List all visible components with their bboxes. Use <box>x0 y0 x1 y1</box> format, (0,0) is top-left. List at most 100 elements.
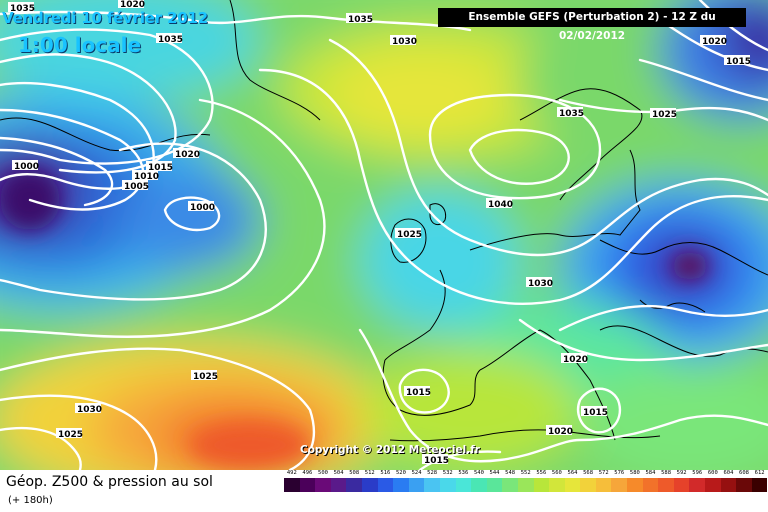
forecast-date: Vendredi 10 février 2012 <box>2 9 208 27</box>
scale-swatch <box>595 478 612 492</box>
scale-label: 544 <box>489 470 500 476</box>
scale-swatch <box>564 478 581 492</box>
isobar-label: 1000 <box>190 203 215 213</box>
isobar-label: 1035 <box>348 15 373 25</box>
scale-swatch <box>330 478 347 492</box>
scale-swatch <box>346 478 362 492</box>
scale-label: 520 <box>395 470 406 476</box>
scale-label: 612 <box>754 470 765 476</box>
scale-swatch <box>424 478 440 492</box>
isobar-label: 1025 <box>652 110 677 120</box>
scale-swatch <box>408 478 425 492</box>
scale-swatch <box>393 478 409 492</box>
color-scale <box>284 478 768 492</box>
scale-label: 556 <box>536 470 547 476</box>
isobar-label-bg <box>156 33 182 43</box>
isobar-label-bg <box>561 353 587 363</box>
isobar-label: 1020 <box>120 0 145 10</box>
scale-swatch <box>627 478 643 492</box>
scale-swatch <box>642 478 659 492</box>
scale-label: 500 <box>318 470 328 476</box>
geopotential-field <box>0 0 768 470</box>
scale-swatch <box>486 478 503 492</box>
isobar-label-bg <box>12 160 38 170</box>
isobar-label-bg <box>700 35 726 45</box>
isobar-label: 1040 <box>488 200 513 210</box>
scale-swatch <box>751 478 768 492</box>
scale-swatch <box>736 478 752 492</box>
isobar-label-bg <box>146 161 172 171</box>
forecast-time: 1:00 locale <box>18 33 142 57</box>
scale-swatch <box>284 478 300 492</box>
isobar-lines <box>0 0 768 470</box>
scale-label: 496 <box>302 470 313 476</box>
scale-label: 516 <box>380 470 391 476</box>
isobar-label: 1035 <box>559 109 584 119</box>
scale-label: 508 <box>349 470 360 476</box>
isobar-label-bg <box>422 454 448 464</box>
scale-label: 604 <box>723 470 734 476</box>
isobar-label: 1035 <box>158 35 183 45</box>
scale-swatch <box>705 478 721 492</box>
isobar-label-bg <box>346 13 372 23</box>
scale-swatch <box>549 478 565 492</box>
isobar-label: 1025 <box>193 372 218 382</box>
isobar-label: 1015 <box>583 408 608 418</box>
isobar-label-bg <box>581 406 607 416</box>
chart-title: Géop. Z500 & pression au sol <box>6 474 213 490</box>
isobar-label: 1030 <box>392 37 417 47</box>
scale-swatch <box>455 478 472 492</box>
isobar-label: 1025 <box>397 230 422 240</box>
scale-swatch <box>502 478 518 492</box>
scale-swatch <box>315 478 331 492</box>
isobar-label: 1015 <box>424 456 449 466</box>
isobar-label: 1020 <box>702 37 727 47</box>
isobar-label-bg <box>122 180 148 190</box>
scale-label: 548 <box>505 470 516 476</box>
scale-label: 540 <box>473 470 484 476</box>
isobar-label: 1015 <box>148 163 173 173</box>
scale-label: 564 <box>567 470 578 476</box>
isobar-label-bg <box>56 428 82 438</box>
isobar-label: 1030 <box>77 405 102 415</box>
scale-swatch <box>361 478 378 492</box>
isobar-label-bg <box>404 386 430 396</box>
scale-label: 528 <box>427 470 438 476</box>
copyright-text: Copyright © 2012 Meteociel.fr <box>300 444 480 456</box>
scale-swatch <box>517 478 534 492</box>
scale-label: 580 <box>629 470 640 476</box>
isobar-label: 1035 <box>10 4 35 14</box>
scale-swatch <box>471 478 487 492</box>
scale-label: 584 <box>645 470 656 476</box>
scale-label: 504 <box>333 470 344 476</box>
forecast-lead-time: (+ 180h) <box>8 495 53 506</box>
isobar-label: 1030 <box>528 279 553 289</box>
model-run-info: Ensemble GEFS (Perturbation 2) - 12 Z du… <box>438 8 746 42</box>
scale-swatch <box>658 478 674 492</box>
scale-label: 536 <box>458 470 469 476</box>
isobar-label: 1005 <box>124 182 149 192</box>
scale-label: 600 <box>707 470 718 476</box>
isobar-label-bg <box>75 403 101 413</box>
isobar-label: 1020 <box>548 427 573 437</box>
scale-label: 524 <box>411 470 422 476</box>
isobar-label-bg <box>395 228 421 238</box>
scale-label: 592 <box>676 470 687 476</box>
scale-label: 492 <box>286 470 297 476</box>
isobar-label-bg <box>526 277 552 287</box>
isobar-label: 1020 <box>175 150 200 160</box>
isobar-label: 1015 <box>406 388 431 398</box>
isobar-label: 1000 <box>14 162 39 172</box>
isobar-label: 1010 <box>134 172 159 182</box>
isobar-label-bg <box>546 425 572 435</box>
isobar-label-bg <box>650 108 676 118</box>
scale-swatch <box>377 478 394 492</box>
scale-swatch <box>720 478 737 492</box>
isobar-label-bg <box>724 55 750 65</box>
color-scale-labels: 492 496 500 504 508 512 516 520 524 528 532 536 540 5… <box>284 470 767 476</box>
scale-label: 596 <box>692 470 703 476</box>
isobar-label-bg <box>118 0 144 8</box>
isobar-label-bg <box>173 148 199 158</box>
isobar-label-bg <box>191 370 217 380</box>
